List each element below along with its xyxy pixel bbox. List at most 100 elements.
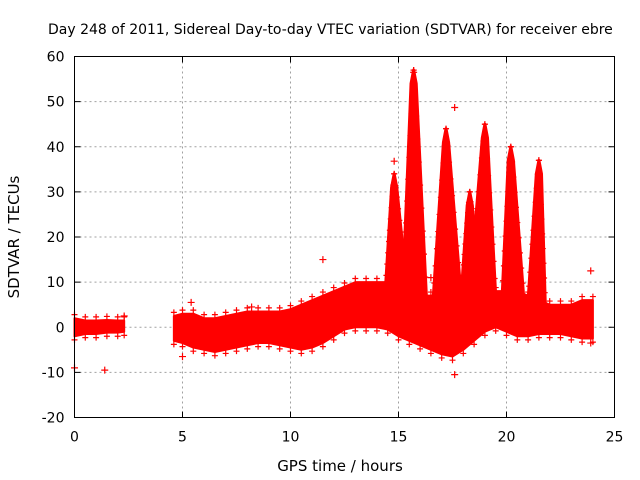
spike-marker <box>527 269 534 276</box>
spike-marker <box>392 182 399 189</box>
edge-marker <box>557 334 564 341</box>
chart-title: Day 248 of 2011, Sidereal Day-to-day VTE… <box>48 22 613 38</box>
edge-marker <box>492 284 499 291</box>
edge-marker <box>244 345 251 352</box>
edge-marker <box>190 348 197 355</box>
spike-marker <box>398 240 405 247</box>
spike-marker <box>385 249 392 256</box>
spike-marker <box>533 185 540 192</box>
spike-marker <box>411 90 418 97</box>
edge-marker <box>460 284 467 291</box>
spike-marker <box>384 261 391 268</box>
edge-marker <box>190 307 197 314</box>
data-band <box>73 68 594 358</box>
data-spike <box>526 158 547 309</box>
edge-marker <box>449 357 456 364</box>
x-tick-label: 15 <box>390 430 408 446</box>
outlier-point <box>451 103 459 111</box>
edge-marker <box>373 275 380 282</box>
spike-marker <box>405 176 412 183</box>
edge-marker <box>233 348 240 355</box>
spike-marker <box>383 272 390 279</box>
spike-marker <box>518 265 525 272</box>
spike-marker <box>507 143 514 150</box>
spike-marker <box>484 155 491 162</box>
spike-marker <box>387 215 394 222</box>
spike-marker <box>414 136 421 143</box>
edge-marker <box>114 313 121 320</box>
edge-marker <box>438 354 445 361</box>
spike-marker <box>469 256 476 263</box>
edge-marker <box>417 289 424 296</box>
spike-marker <box>403 219 410 226</box>
edge-marker <box>330 284 337 291</box>
outlier-point <box>427 274 435 282</box>
spike-marker <box>509 158 516 165</box>
spike-marker <box>432 262 439 269</box>
edge-marker <box>373 327 380 334</box>
edge-marker <box>417 345 424 352</box>
spike-marker <box>399 285 406 292</box>
spike-marker <box>491 275 498 282</box>
edge-marker <box>211 311 218 318</box>
spike-marker <box>446 159 453 166</box>
edge-marker <box>103 313 110 320</box>
spike-marker <box>500 277 507 284</box>
edge-marker <box>535 293 542 300</box>
spike-marker <box>471 248 478 255</box>
y-tick-label: 20 <box>47 230 65 246</box>
spike-marker <box>436 211 443 218</box>
edge-marker <box>103 333 110 340</box>
spike-marker <box>502 233 509 240</box>
edge-marker <box>93 313 100 320</box>
spike-marker <box>467 198 474 205</box>
x-tick-label: 25 <box>606 430 624 446</box>
edge-marker <box>481 280 488 287</box>
edge-marker <box>265 304 272 311</box>
edge-marker <box>525 336 532 343</box>
y-tick-label: 10 <box>47 275 65 291</box>
spike-marker <box>541 274 548 281</box>
edge-marker <box>406 341 413 348</box>
spike-marker <box>530 227 537 234</box>
spike-marker <box>500 262 507 269</box>
edge-marker <box>471 280 478 287</box>
spike-marker <box>453 242 460 249</box>
spike-marker <box>455 259 462 266</box>
edge-marker <box>244 304 251 311</box>
x-tick-label: 0 <box>70 430 79 446</box>
outlier-point <box>179 353 186 361</box>
edge-marker <box>449 286 456 293</box>
edge-marker <box>589 293 596 300</box>
y-tick-label: 30 <box>47 185 65 201</box>
edge-marker <box>309 348 316 355</box>
outlier-point <box>120 312 128 320</box>
spike-marker <box>413 113 420 120</box>
spike-marker <box>400 252 407 259</box>
edge-marker <box>546 298 553 305</box>
grid <box>74 56 615 418</box>
edge-marker <box>298 298 305 305</box>
edge-marker <box>298 350 305 357</box>
spike-marker <box>450 209 457 216</box>
spike-marker <box>515 234 522 241</box>
spike-marker <box>519 280 526 287</box>
y-tick-label: 60 <box>47 50 65 66</box>
edge-marker <box>287 302 294 309</box>
edge-marker <box>276 345 283 352</box>
spike-marker <box>470 228 477 235</box>
outlier-point <box>410 68 418 76</box>
spike-marker <box>511 189 518 196</box>
data-markers <box>71 67 596 379</box>
x-tick-label: 5 <box>178 430 187 446</box>
outlier-point <box>390 157 398 165</box>
spike-marker <box>437 194 444 201</box>
spike-marker <box>465 209 472 216</box>
spike-marker <box>469 218 476 225</box>
edge-marker <box>352 327 359 334</box>
x-tick-label: 20 <box>498 430 516 446</box>
spike-marker <box>503 218 510 225</box>
spike-marker <box>481 121 488 128</box>
spike-marker <box>488 224 495 231</box>
spike-marker <box>536 171 543 178</box>
